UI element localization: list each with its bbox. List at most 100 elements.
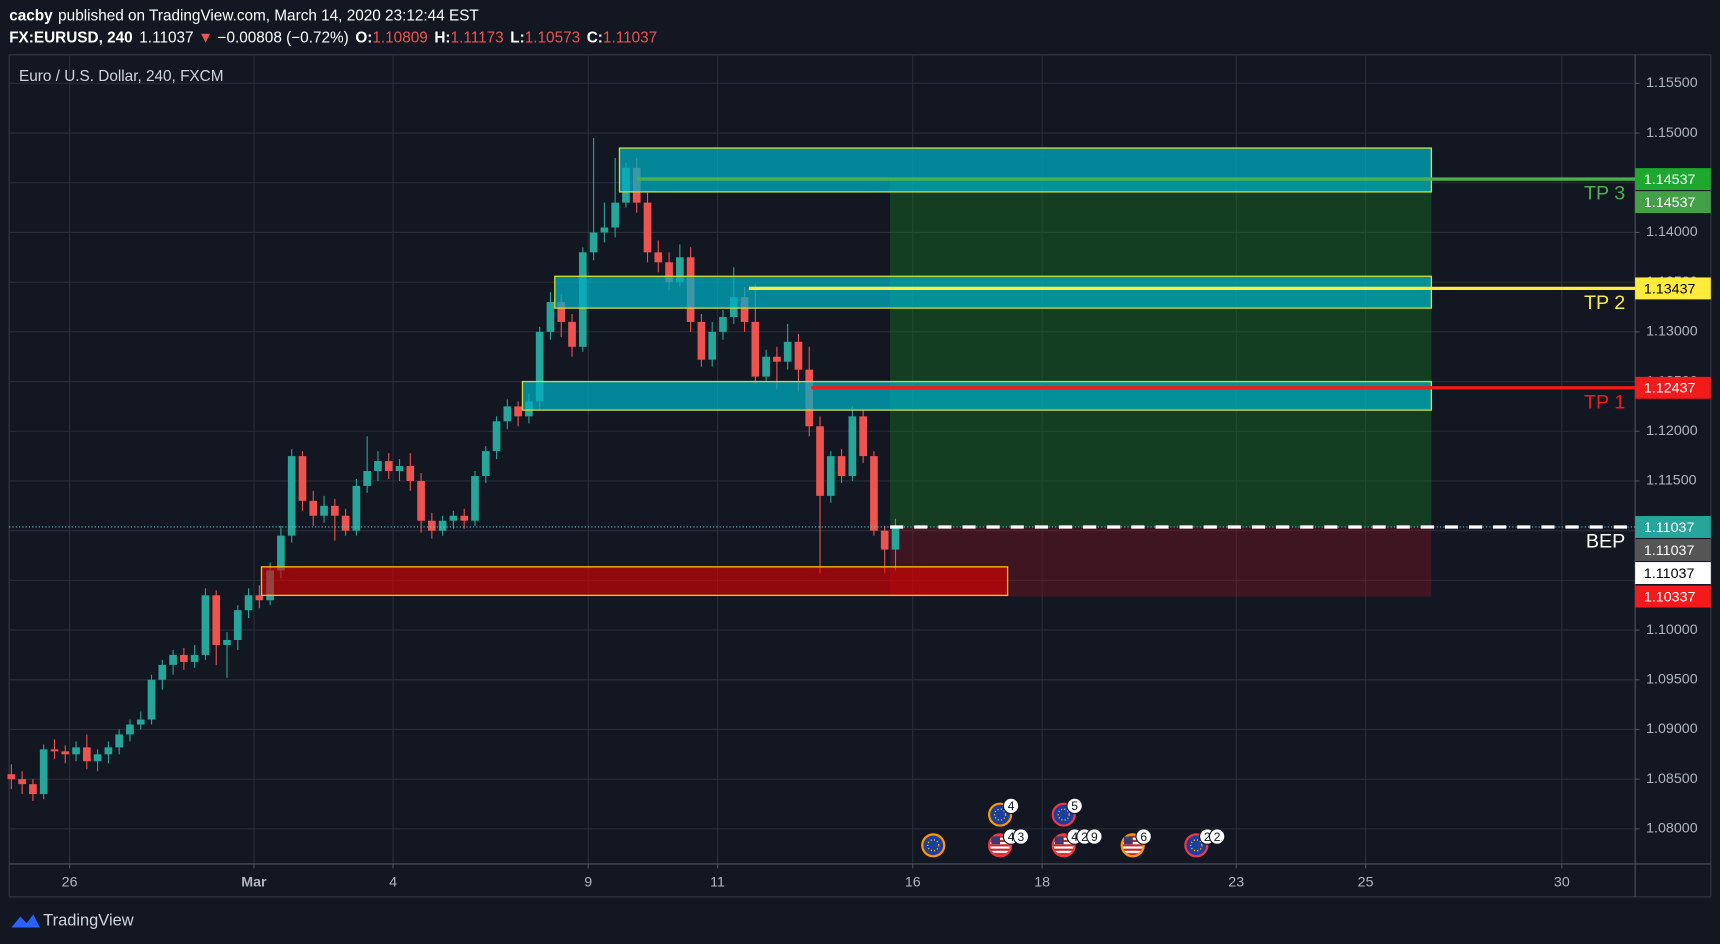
candle-body [773, 356, 781, 362]
price-label: 1.11037 [1644, 543, 1695, 559]
flag-stars [927, 839, 940, 852]
candle-body [29, 784, 37, 795]
candle-body [395, 466, 404, 472]
header-line-2: FX:EURUSD, 240 1.11037 ▼ −0.00808 (−0.72%) O… [9, 29, 657, 46]
price-label: 1.12437 [1644, 381, 1696, 397]
candle-body [514, 406, 522, 417]
candle-body [61, 751, 70, 755]
level-label: TP 3 [1584, 183, 1625, 205]
zone [260, 566, 1009, 597]
x-tick-label: 16 [905, 874, 921, 890]
candle-body [859, 416, 867, 457]
candle-body [719, 316, 727, 332]
candle-body [277, 535, 285, 571]
level-label: TP 1 [1584, 391, 1625, 413]
flag-stars [1190, 839, 1203, 852]
candle-body [535, 331, 544, 402]
level-label: TP 2 [1584, 292, 1625, 314]
author: cacby [9, 7, 53, 24]
candle-body [244, 595, 253, 611]
candle-body [794, 341, 803, 370]
candle-body [740, 297, 749, 322]
y-tick-label: 1.13000 [1646, 324, 1698, 340]
y-tick-label: 1.09000 [1646, 721, 1698, 737]
candle-body [50, 749, 59, 752]
ohlc-key: L: [510, 29, 524, 46]
price-label: 1.11037 [1644, 520, 1695, 536]
event-badge [1012, 828, 1030, 845]
event-badge-count: 3 [1018, 830, 1025, 844]
price-label: 1.10337 [1644, 589, 1696, 605]
event-badge-count: 2 [1214, 830, 1221, 844]
candle-body [589, 232, 598, 253]
event-badge-count: 4 [1008, 830, 1015, 844]
symbol: FX:EURUSD, 240 [9, 29, 133, 46]
candle-body [233, 610, 242, 641]
candle-body [384, 461, 393, 472]
profit-area [890, 179, 1432, 527]
x-tick-label: 23 [1228, 874, 1244, 890]
y-tick-label: 1.14000 [1646, 224, 1698, 240]
candle-body [406, 466, 415, 481]
ohlc-value: 1.10573 [525, 29, 580, 46]
candle-body [708, 331, 717, 360]
candle-body [212, 595, 221, 645]
candle-body [147, 679, 156, 720]
candle-body [676, 257, 684, 283]
candle-body [190, 654, 199, 662]
candle-body [783, 341, 792, 362]
change: −0.00808 (−0.72%) [218, 29, 349, 46]
candle-body [665, 262, 673, 283]
x-tick-label: 18 [1034, 874, 1050, 890]
candle-body [816, 426, 824, 496]
x-tick-label: 11 [710, 874, 725, 890]
price-label: 1.11037 [1644, 566, 1695, 582]
candle-body [449, 515, 458, 521]
price-label-box [1635, 376, 1711, 399]
logo-mark [11, 914, 40, 928]
y-tick-label: 1.12000 [1646, 423, 1698, 439]
ohlc-value: 1.11037 [603, 29, 657, 46]
event-badge-count: 6 [1140, 830, 1147, 844]
footer-brand: TradingView [43, 911, 134, 929]
candle-body [837, 456, 846, 476]
ohlc-key: O: [355, 29, 372, 46]
candle-body [341, 515, 350, 531]
y-tick-label: 1.15000 [1646, 125, 1698, 141]
price-label-box [1635, 191, 1711, 214]
price-label: 1.13437 [1644, 281, 1696, 297]
price-label-box [1635, 585, 1711, 608]
level-label: BEP [1586, 531, 1625, 553]
event-badge-count: 9 [1091, 830, 1098, 844]
candle-body [826, 456, 835, 496]
x-tick-label: 4 [389, 874, 397, 890]
candle-body [7, 774, 16, 780]
price-label-box [1635, 539, 1711, 561]
candle-body [880, 530, 889, 550]
event-badge [1135, 828, 1152, 845]
candle-body [93, 754, 102, 762]
ohlc-key: C: [587, 29, 603, 46]
event-badge [1208, 828, 1226, 845]
candle-body [568, 321, 576, 347]
candle-body [180, 654, 188, 662]
event-badge-count: 4 [1071, 830, 1078, 844]
y-tick-label: 1.08500 [1646, 771, 1698, 787]
price-label: 1.14537 [1644, 195, 1696, 211]
event-icon [921, 833, 946, 858]
ohlc-key: H: [434, 29, 450, 46]
candle-body [136, 719, 145, 725]
zone [618, 147, 1433, 193]
event-badge [1002, 797, 1020, 815]
candle-body [546, 302, 555, 332]
candle-body [255, 595, 264, 601]
candle-body [104, 747, 113, 755]
zone [554, 275, 1433, 309]
chart: 1.080001.085001.090001.095001.100001.105… [7, 54, 1711, 897]
last: 1.11037 [139, 29, 193, 46]
event-badge-count: 4 [1008, 799, 1015, 813]
event-badge-count: 2 [1204, 830, 1211, 844]
candle-body [643, 202, 652, 253]
candle-body [492, 421, 501, 452]
